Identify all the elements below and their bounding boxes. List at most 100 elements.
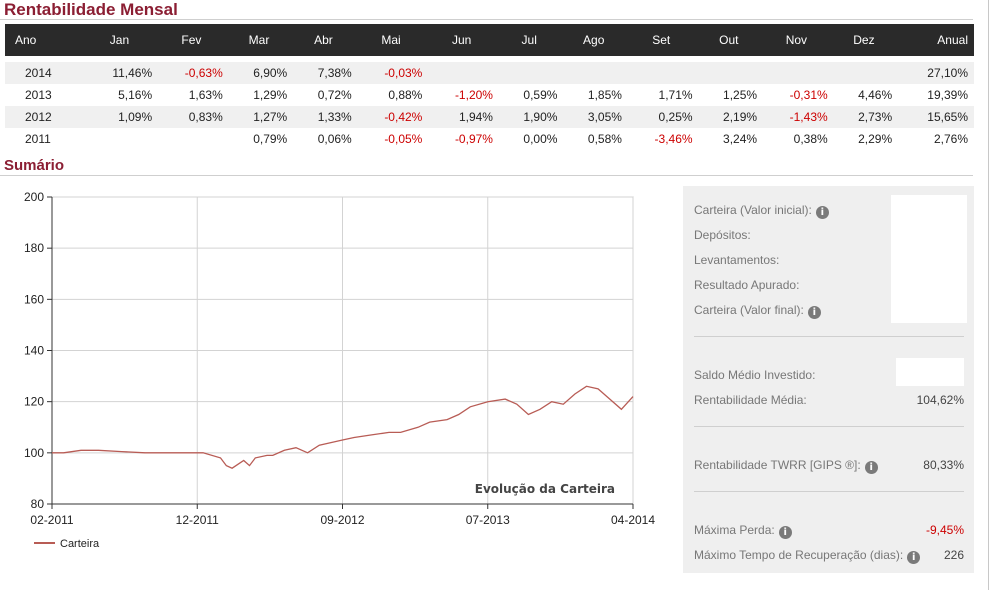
section-title-sumario: Sumário — [4, 157, 65, 174]
summary-label-text: Máxima Perda: — [694, 523, 775, 537]
table-cell: -0,97% — [454, 132, 493, 146]
table-cell: 1,71% — [658, 88, 693, 102]
portfolio-chart: 80 100 120 140 160 180 200 02-2011 12-2011 09-201… — [0, 186, 670, 566]
table-cell: 15,65% — [896, 106, 974, 128]
table-cell: -1,43% — [761, 106, 832, 128]
summary-label: Máxima Perda: i — [694, 521, 792, 539]
row-year: 2014 — [5, 62, 83, 84]
summary-row: Saldo Médio Investido: — [694, 366, 964, 384]
summary-label: Carteira (Valor inicial): i — [694, 201, 829, 219]
summary-divider — [694, 491, 964, 492]
x-tick-label: 02-2011 — [30, 513, 73, 527]
table-cell: 0,59% — [523, 88, 558, 102]
y-tick-label: 140 — [24, 344, 44, 358]
table-cell: 0,00% — [523, 132, 558, 146]
info-icon[interactable]: i — [815, 206, 829, 219]
x-tick-label: 04-2014 — [611, 513, 655, 527]
info-icon[interactable]: i — [807, 306, 821, 319]
series-line-carteira — [52, 385, 634, 469]
summary-label-text: Rentabilidade TWRR [GIPS ®]: — [694, 458, 861, 472]
table-cell: 1,29% — [253, 88, 288, 102]
summary-panel: Carteira (Valor inicial): i Depósitos: Leva… — [683, 186, 974, 573]
summary-label: Resultado Apurado: — [694, 276, 799, 294]
y-tick-label: 200 — [24, 190, 44, 204]
table-cell — [625, 62, 697, 84]
table-cell: 1,85% — [587, 88, 622, 102]
summary-divider — [694, 426, 964, 427]
table-row: 2013 5,16% 1,63% 1,29% 0,72% 0,88% -1,20% 0,59%… — [5, 84, 974, 106]
table-cell: -1,20% — [454, 88, 493, 102]
title-rule — [0, 19, 973, 20]
y-tick-label: 120 — [24, 395, 44, 409]
info-icon[interactable]: i — [864, 461, 878, 474]
info-icon[interactable]: i — [778, 526, 792, 539]
summary-label-text: Máximo Tempo de Recuperação (dias): — [694, 548, 904, 562]
table-cell — [561, 62, 626, 84]
table-cell: -0,42% — [355, 106, 427, 128]
summary-row: Carteira (Valor final): i — [694, 301, 964, 319]
section-title-rentabilidade: Rentabilidade Mensal — [4, 0, 178, 19]
summary-label-text: Saldo Médio Investido: — [694, 368, 816, 382]
hidden-values-box — [891, 195, 967, 323]
summary-value: -9,45% — [925, 523, 964, 537]
summary-label: Rentabilidade TWRR [GIPS ®]: i — [694, 456, 878, 474]
column-header-mai: Mai — [355, 24, 427, 56]
table-cell — [831, 62, 897, 84]
summary-row: Máximo Tempo de Recuperação (dias): i 226 — [694, 546, 964, 564]
summary-label-text: Depósitos: — [694, 228, 751, 242]
table-cell: 6,90% — [226, 62, 292, 84]
table-cell: 7,38% — [291, 62, 356, 84]
table-cell: 3,24% — [723, 132, 758, 146]
table-cell: 0,06% — [317, 132, 352, 146]
summary-label: Saldo Médio Investido: — [694, 366, 815, 384]
summary-label-text: Carteira (Valor final): — [694, 303, 804, 317]
summary-row: Rentabilidade TWRR [GIPS ®]: i 80,33% — [694, 456, 964, 474]
x-tick-label: 07-2013 — [466, 513, 510, 527]
table-cell: -0,63% — [156, 62, 227, 84]
summary-divider — [694, 336, 964, 337]
table-cell — [761, 62, 832, 84]
table-cell: 0,72% — [317, 88, 352, 102]
summary-row: Máxima Perda: i -9,45% — [694, 521, 964, 539]
hidden-value-box — [896, 358, 964, 386]
column-header-fev: Fev — [156, 24, 227, 56]
table-cell: 1,90% — [496, 106, 562, 128]
table-cell: 2,29% — [858, 132, 893, 146]
column-header-nov: Nov — [761, 24, 832, 56]
table-cell: -3,46% — [654, 132, 693, 146]
table-cell: 5,16% — [118, 88, 153, 102]
summary-label: Depósitos: — [694, 226, 751, 244]
column-header-anual: Anual — [896, 24, 974, 56]
table-cell: 1,27% — [226, 106, 292, 128]
row-year: 2012 — [5, 106, 83, 128]
returns-table: Ano Jan Fev Mar Abr Mai Jun Jul Ago Set Out Nov Dez A… — [5, 24, 974, 150]
x-tick-label: 12-2011 — [176, 513, 219, 527]
y-tick-label: 80 — [31, 497, 45, 511]
table-cell: 1,33% — [291, 106, 356, 128]
info-icon[interactable]: i — [907, 551, 921, 564]
summary-row: Rentabilidade Média: 104,62% — [694, 391, 964, 409]
summary-value: 80,33% — [923, 458, 964, 472]
summary-value: 226 — [943, 548, 964, 562]
summary-label: Carteira (Valor final): i — [694, 301, 821, 319]
y-tick-label: 180 — [24, 241, 44, 255]
table-row: 2012 1,09% 0,83% 1,27% 1,33% -0,42% 1,94% 1,90%… — [5, 106, 974, 128]
table-cell — [496, 62, 562, 84]
column-header-jul: Jul — [496, 24, 562, 56]
summary-label: Máximo Tempo de Recuperação (dias): i — [694, 546, 921, 564]
table-cell: 4,46% — [858, 88, 893, 102]
column-header-abr: Abr — [291, 24, 356, 56]
table-cell: 1,94% — [426, 106, 497, 128]
column-header-ago: Ago — [561, 24, 626, 56]
table-cell — [156, 128, 227, 150]
table-row: 2014 11,46% -0,63% 6,90% 7,38% -0,03% 27,10% — [5, 62, 974, 84]
table-cell: 0,38% — [793, 132, 828, 146]
table-row: 2011 0,79% 0,06% -0,05% -0,97% 0,00% 0,58% -3,4… — [5, 128, 974, 150]
table-cell: 3,05% — [561, 106, 626, 128]
title-rule — [0, 175, 973, 176]
table-cell: 0,83% — [156, 106, 227, 128]
legend-label-carteira: Carteira — [60, 538, 100, 550]
summary-label: Rentabilidade Média: — [694, 391, 807, 409]
summary-value: 104,62% — [916, 393, 964, 407]
summary-label-text: Resultado Apurado: — [694, 278, 800, 292]
